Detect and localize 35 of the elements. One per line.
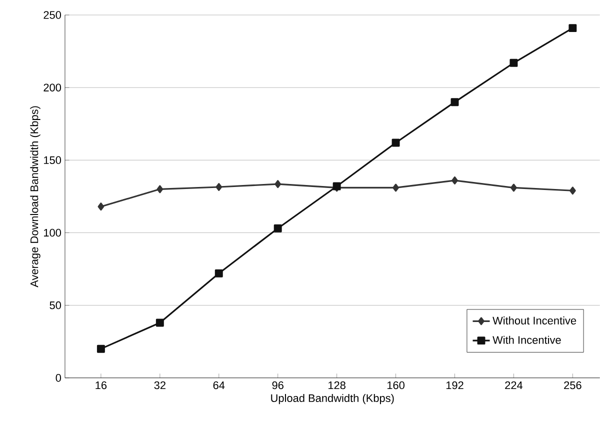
x-tick-label: 224 bbox=[505, 381, 523, 390]
x-tick-label: 160 bbox=[387, 381, 404, 390]
x-tick-label: 16 bbox=[96, 381, 107, 390]
point bbox=[274, 224, 282, 232]
point bbox=[214, 269, 223, 278]
y-tick-label: 50 bbox=[50, 302, 62, 310]
legend-label: Without Incentive bbox=[492, 316, 576, 325]
x-tick-label: 256 bbox=[564, 381, 582, 390]
y-tick-label: 0 bbox=[56, 374, 62, 382]
x-tick-label: 96 bbox=[272, 381, 284, 390]
point bbox=[450, 98, 459, 106]
x-tick-label: 128 bbox=[328, 381, 346, 390]
x-tick-label: 64 bbox=[213, 381, 225, 390]
point bbox=[392, 138, 400, 147]
point bbox=[274, 180, 282, 188]
point bbox=[96, 344, 105, 353]
x-tick-label: 192 bbox=[446, 381, 464, 390]
y-tick-label: 100 bbox=[44, 228, 62, 237]
legend-label: With Incentive bbox=[492, 336, 561, 344]
point bbox=[568, 24, 577, 32]
point bbox=[392, 184, 399, 192]
point bbox=[569, 186, 576, 195]
point bbox=[98, 202, 104, 211]
point bbox=[510, 184, 517, 192]
y-tick-label: 250 bbox=[44, 11, 62, 19]
y-tick-label: 150 bbox=[44, 156, 62, 164]
x-tick-label: 32 bbox=[154, 381, 166, 390]
point bbox=[216, 183, 222, 192]
point bbox=[452, 176, 458, 185]
point bbox=[156, 318, 164, 327]
y-axis-title: Average Download Bandwidth (Kbps) bbox=[30, 106, 40, 288]
point bbox=[156, 185, 164, 194]
point bbox=[510, 58, 518, 67]
y-tick-label: 200 bbox=[44, 84, 62, 92]
x-axis-title: Upload Bandwidth (Kbps) bbox=[271, 394, 394, 404]
